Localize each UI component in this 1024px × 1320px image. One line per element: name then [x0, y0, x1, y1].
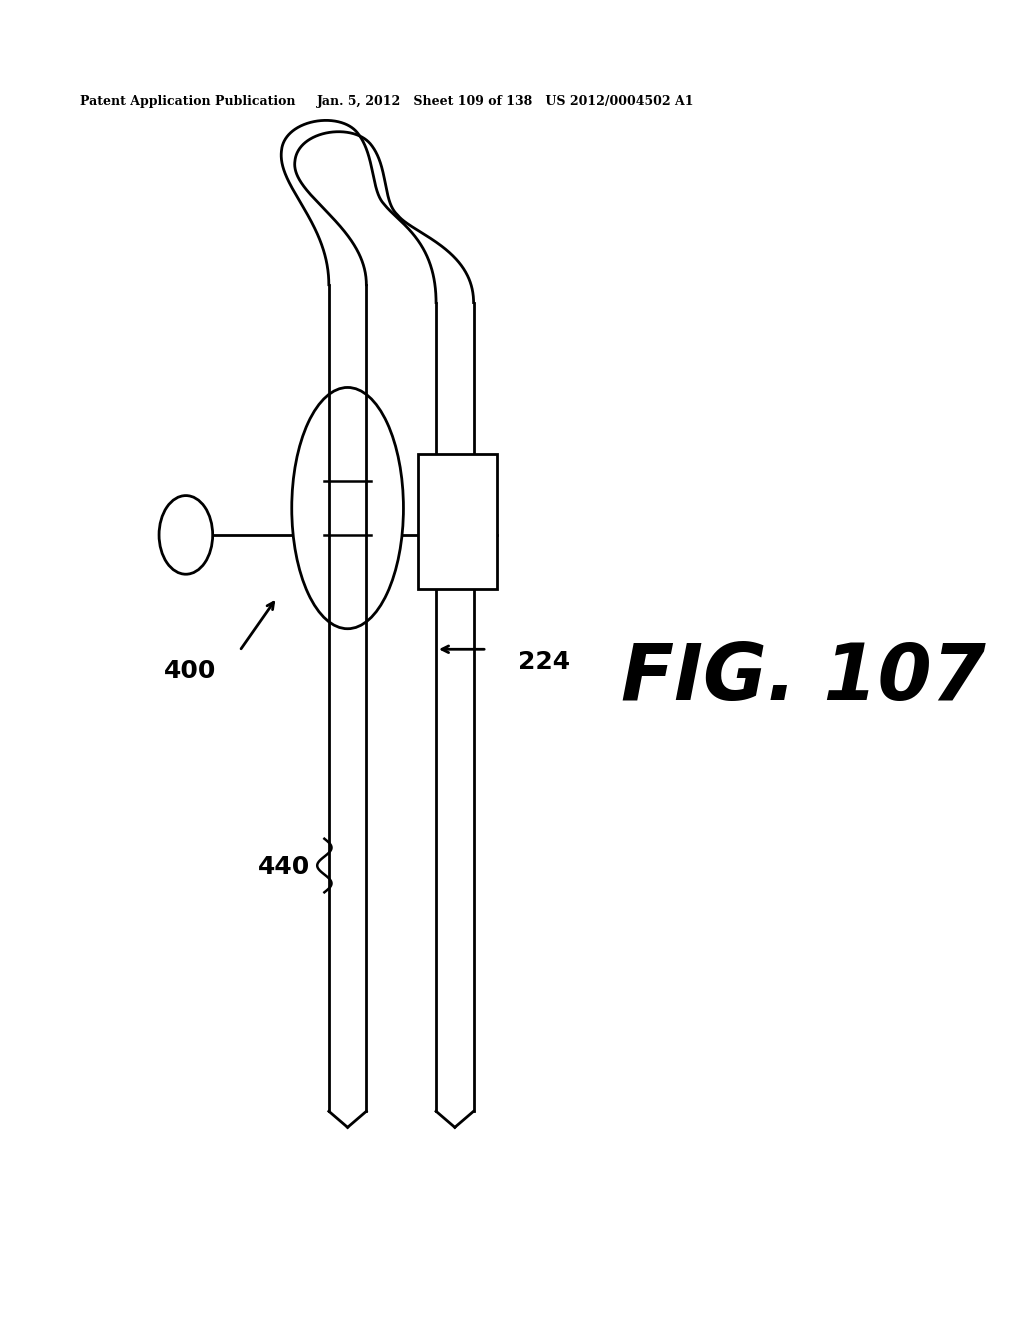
Bar — [418, 454, 497, 589]
Text: Jan. 5, 2012   Sheet 109 of 138   US 2012/0004502 A1: Jan. 5, 2012 Sheet 109 of 138 US 2012/00… — [317, 95, 694, 108]
Text: FIG. 107: FIG. 107 — [621, 640, 986, 715]
Text: 224: 224 — [518, 649, 570, 673]
Text: 400: 400 — [164, 659, 216, 682]
Text: 440: 440 — [258, 855, 310, 879]
Ellipse shape — [292, 388, 403, 628]
Ellipse shape — [159, 495, 213, 574]
Text: Patent Application Publication: Patent Application Publication — [81, 95, 296, 108]
